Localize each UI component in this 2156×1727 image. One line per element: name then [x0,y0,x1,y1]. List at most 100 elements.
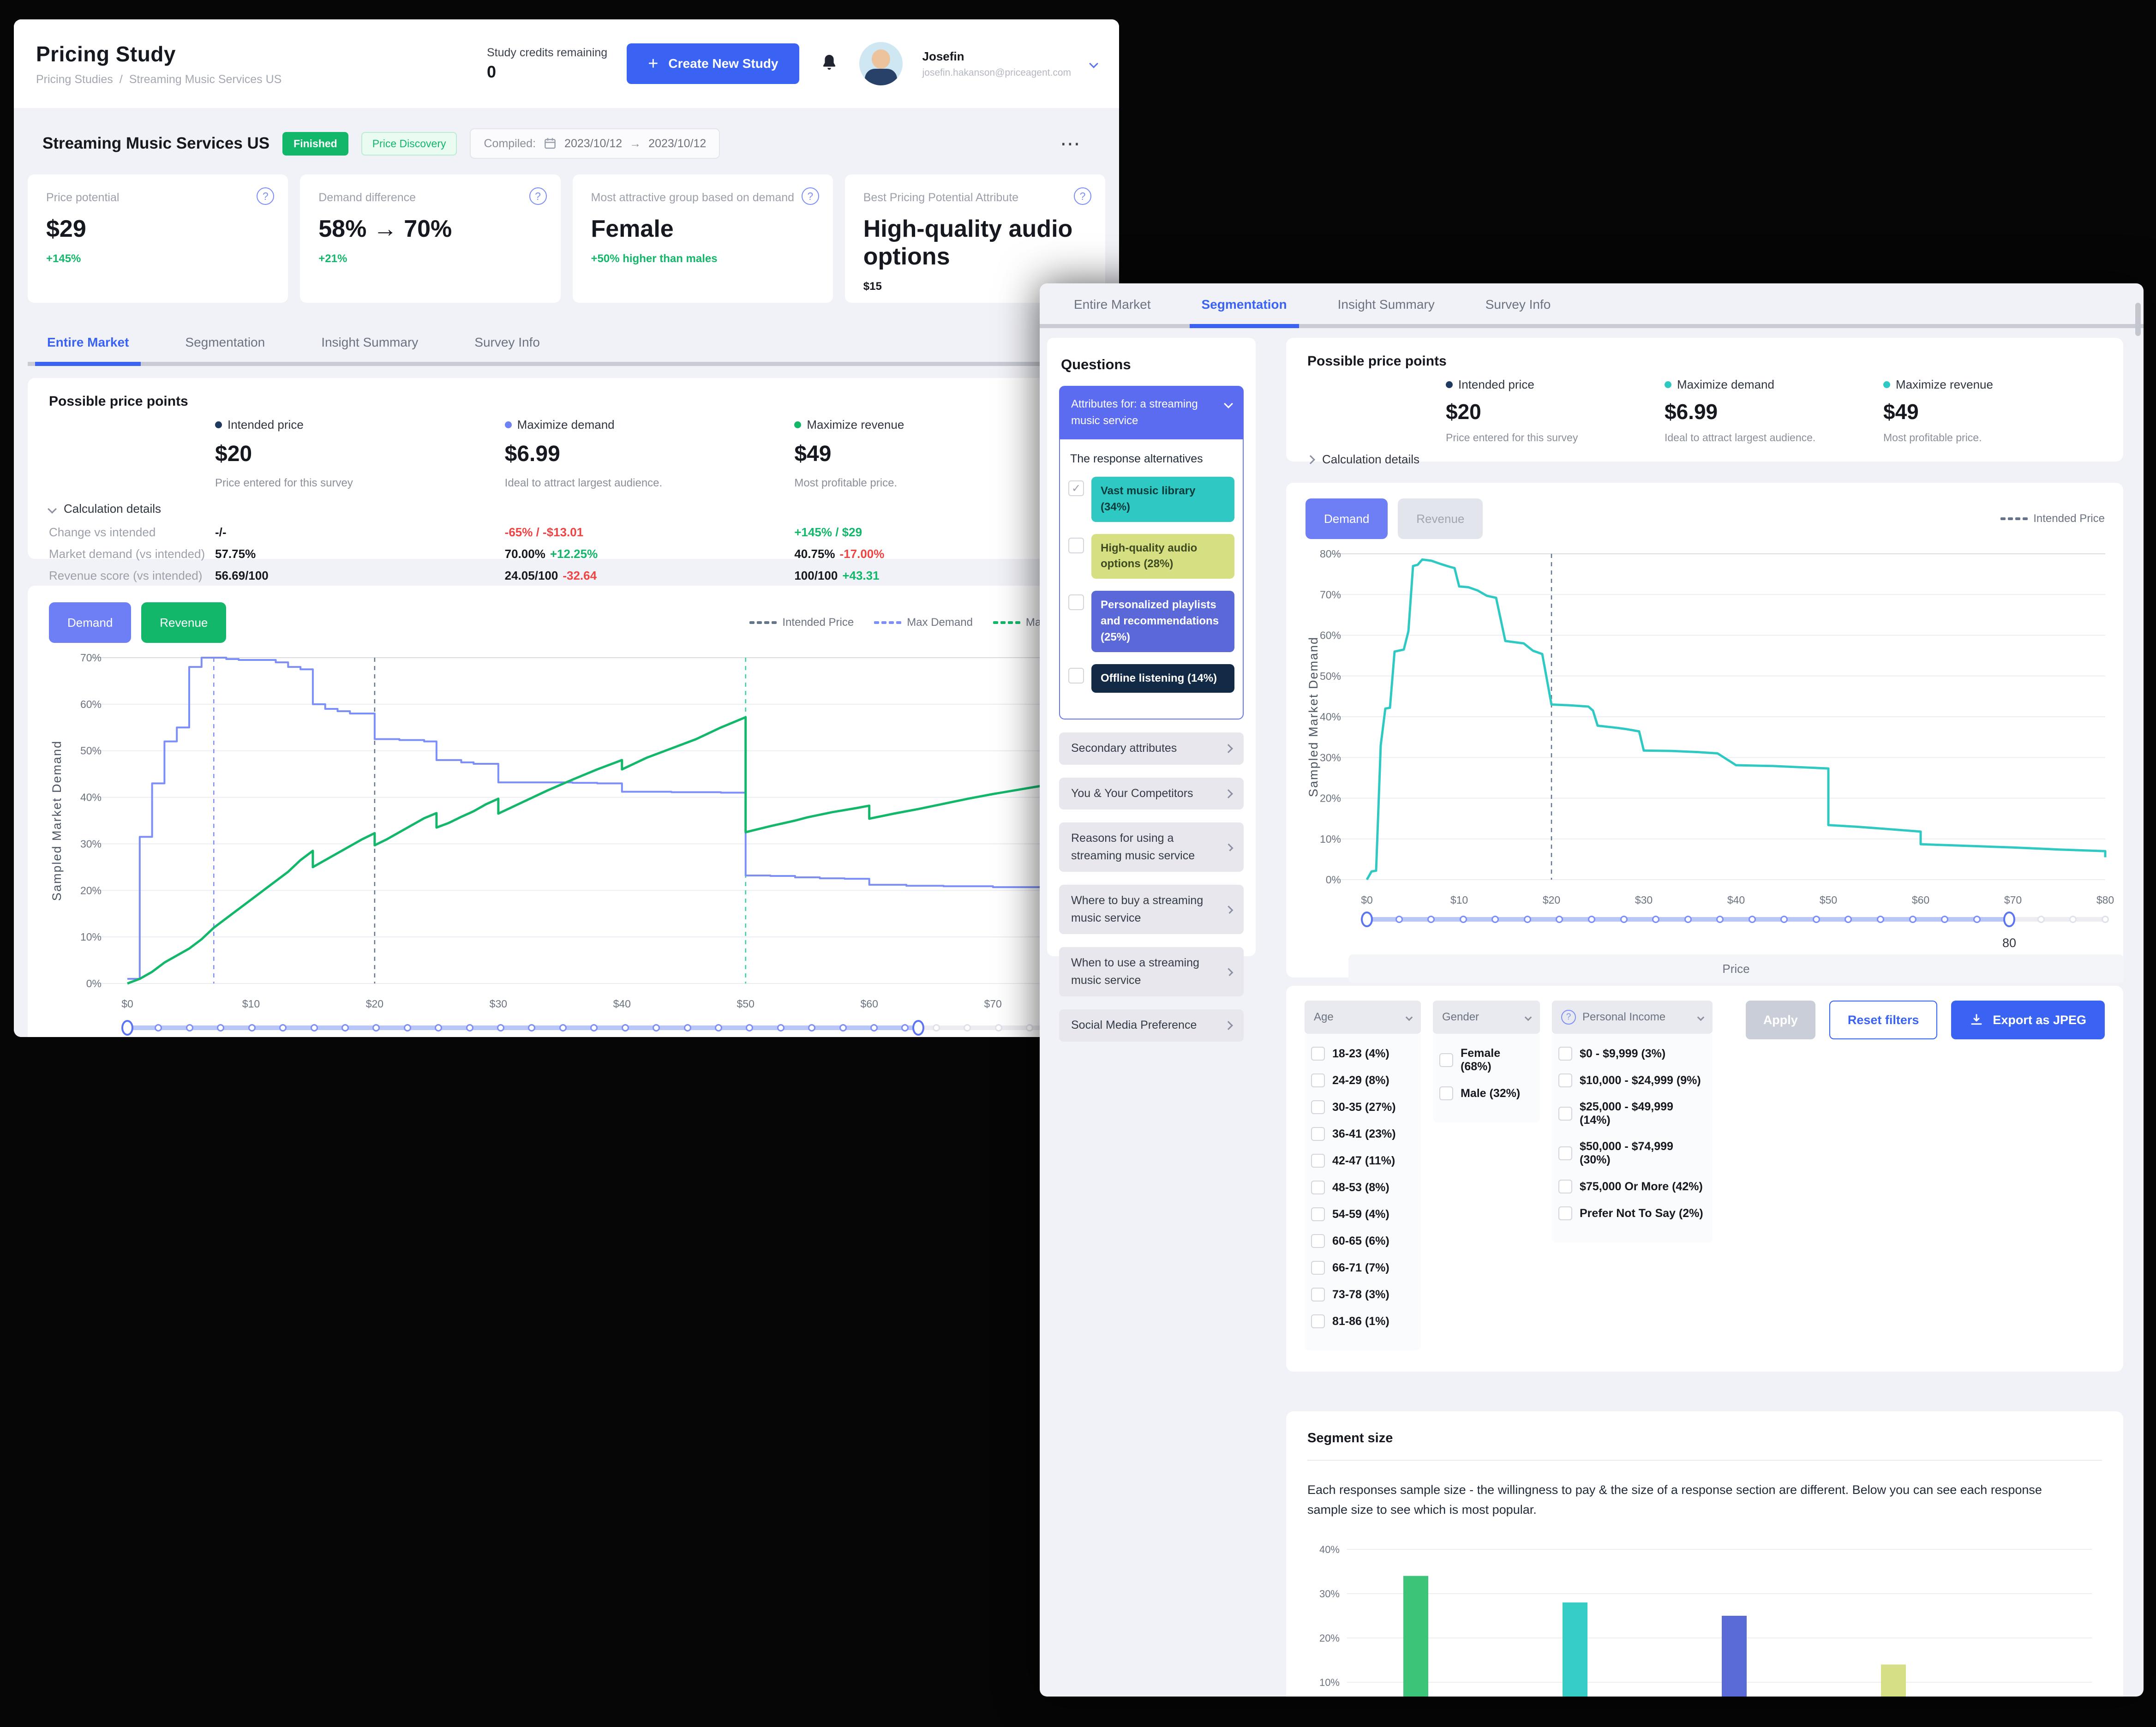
demand-toggle-button[interactable]: Demand [49,602,132,643]
checkbox[interactable] [1311,1127,1325,1141]
help-icon[interactable]: ? [257,187,275,205]
slider-dot[interactable] [994,1024,1002,1031]
slider-dot[interactable] [435,1024,443,1031]
compiled-dates[interactable]: Compiled: 2023/10/12 → 2023/10/12 [470,128,720,159]
slider-dot[interactable] [1877,916,1885,923]
question-group-header[interactable]: Attributes for: a streaming music servic… [1059,386,1244,439]
slider-handle-right[interactable] [2003,911,2015,927]
filter-option[interactable]: $25,000 - $49,999 (14%) [1558,1100,1706,1127]
slider-dot[interactable] [870,1024,878,1031]
slider-dot[interactable] [310,1024,318,1031]
tab-segmentation[interactable]: Segmentation [185,335,265,349]
checkbox[interactable] [1558,1073,1572,1087]
alternative-chip-personalized-playlists-and-recommendations-25[interactable]: Personalized playlists and recommendatio… [1091,591,1234,652]
calculation-details-toggle[interactable]: Calculation details [48,502,1084,516]
tab-segmentation[interactable]: Segmentation [1201,297,1287,312]
slider-dot[interactable] [1973,916,1981,923]
filter-option[interactable]: $0 - $9,999 (3%) [1558,1047,1706,1061]
checkbox[interactable]: ✓ [1068,480,1084,496]
slider-dot[interactable] [1395,916,1403,923]
tab-insight-summary[interactable]: Insight Summary [321,335,419,349]
filter-option[interactable]: 60-65 (6%) [1311,1234,1414,1248]
revenue-toggle-button[interactable]: Revenue [141,602,227,643]
slider-dot[interactable] [1909,916,1916,923]
calculation-details-toggle[interactable]: Calculation details [1306,452,2102,467]
slider-dot[interactable] [559,1024,567,1031]
checkbox[interactable] [1439,1086,1453,1100]
checkbox[interactable] [1311,1073,1325,1087]
question-section-secondary-attributes[interactable]: Secondary attributes [1059,732,1244,765]
slider-dot[interactable] [155,1024,162,1031]
slider-dot[interactable] [528,1024,536,1031]
checkbox[interactable] [1068,594,1084,611]
filter-option[interactable]: 48-53 (8%) [1311,1181,1414,1194]
filter-option[interactable]: $50,000 - $74,999 (30%) [1558,1140,1706,1167]
slider-dot[interactable] [372,1024,380,1031]
help-icon[interactable]: ? [1074,187,1091,205]
slider-dot[interactable] [1026,1024,1034,1031]
filter-option[interactable]: 18-23 (4%) [1311,1047,1414,1061]
slider-dot[interactable] [497,1024,505,1031]
filter-dropdown-personal-income[interactable]: ? Personal Income [1552,1001,1713,1034]
demand-toggle-button[interactable]: Demand [1306,498,1388,539]
tab-insight-summary[interactable]: Insight Summary [1337,297,1435,312]
question-section-reasons-for-using-a-streaming-music-service[interactable]: Reasons for using a streaming music serv… [1059,822,1244,872]
alternative-chip-high-quality-audio-options-28[interactable]: High-quality audio options (28%) [1091,534,1234,579]
slider-dot[interactable] [808,1024,816,1031]
checkbox[interactable] [1558,1206,1572,1220]
slider-dot[interactable] [590,1024,598,1031]
slider-dot[interactable] [279,1024,287,1031]
slider-dot[interactable] [1587,916,1595,923]
slider-dot[interactable] [466,1024,473,1031]
export-jpeg-button[interactable]: Export as JPEG [1951,1001,2105,1039]
slider-dot[interactable] [777,1024,785,1031]
slider-dot[interactable] [901,1024,909,1031]
user-avatar[interactable] [859,42,903,85]
slider-dot[interactable] [1556,916,1563,923]
user-menu-chevron-down-icon[interactable] [1089,59,1098,68]
checkbox[interactable] [1311,1181,1325,1194]
tab-entire-market[interactable]: Entire Market [47,335,129,349]
alternative-chip-offline-listening-14[interactable]: Offline listening (14%) [1091,664,1234,693]
slider-dot[interactable] [1427,916,1435,923]
help-icon[interactable]: ? [801,187,819,205]
slider-dot[interactable] [964,1024,971,1031]
slider-dot[interactable] [932,1024,940,1031]
filter-option[interactable]: 36-41 (23%) [1311,1127,1414,1141]
filter-option[interactable]: $10,000 - $24,999 (9%) [1558,1073,1706,1087]
slider-dot[interactable] [1491,916,1499,923]
alternative-chip-vast-music-library-34[interactable]: Vast music library (34%) [1091,477,1234,522]
filter-option[interactable]: $75,000 Or More (42%) [1558,1180,1706,1193]
checkbox[interactable] [1311,1288,1325,1301]
slider-dot[interactable] [217,1024,225,1031]
slider-dot[interactable] [1652,916,1660,923]
checkbox[interactable] [1311,1154,1325,1168]
checkbox[interactable] [1439,1053,1453,1067]
slider-dot[interactable] [621,1024,629,1031]
slider-dot[interactable] [1716,916,1724,923]
filter-option[interactable]: 24-29 (8%) [1311,1073,1414,1087]
checkbox[interactable] [1311,1047,1325,1061]
slider-dot[interactable] [248,1024,256,1031]
slider-dot[interactable] [714,1024,722,1031]
reset-filters-button[interactable]: Reset filters [1829,1001,1938,1039]
filter-option[interactable]: 73-78 (3%) [1311,1288,1414,1301]
filter-option[interactable]: 66-71 (7%) [1311,1261,1414,1275]
checkbox[interactable] [1311,1100,1325,1114]
tab-entire-market[interactable]: Entire Market [1074,297,1151,312]
checkbox[interactable] [1068,667,1084,684]
checkbox[interactable] [1311,1314,1325,1328]
price-range-slider[interactable]: 80 [1361,910,2109,950]
slider-dot[interactable] [2102,916,2109,923]
filter-dropdown-gender[interactable]: Gender [1433,1001,1540,1034]
filter-option[interactable]: 42-47 (11%) [1311,1154,1414,1168]
slider-dot[interactable] [1620,916,1628,923]
slider-handle-left[interactable] [1361,911,1373,927]
slider-dot[interactable] [403,1024,411,1031]
filter-option[interactable]: 54-59 (4%) [1311,1207,1414,1221]
apply-button[interactable]: Apply [1745,1001,1815,1039]
checkbox[interactable] [1068,537,1084,553]
checkbox[interactable] [1311,1234,1325,1248]
slider-dot[interactable] [186,1024,193,1031]
slider-dot[interactable] [1780,916,1788,923]
